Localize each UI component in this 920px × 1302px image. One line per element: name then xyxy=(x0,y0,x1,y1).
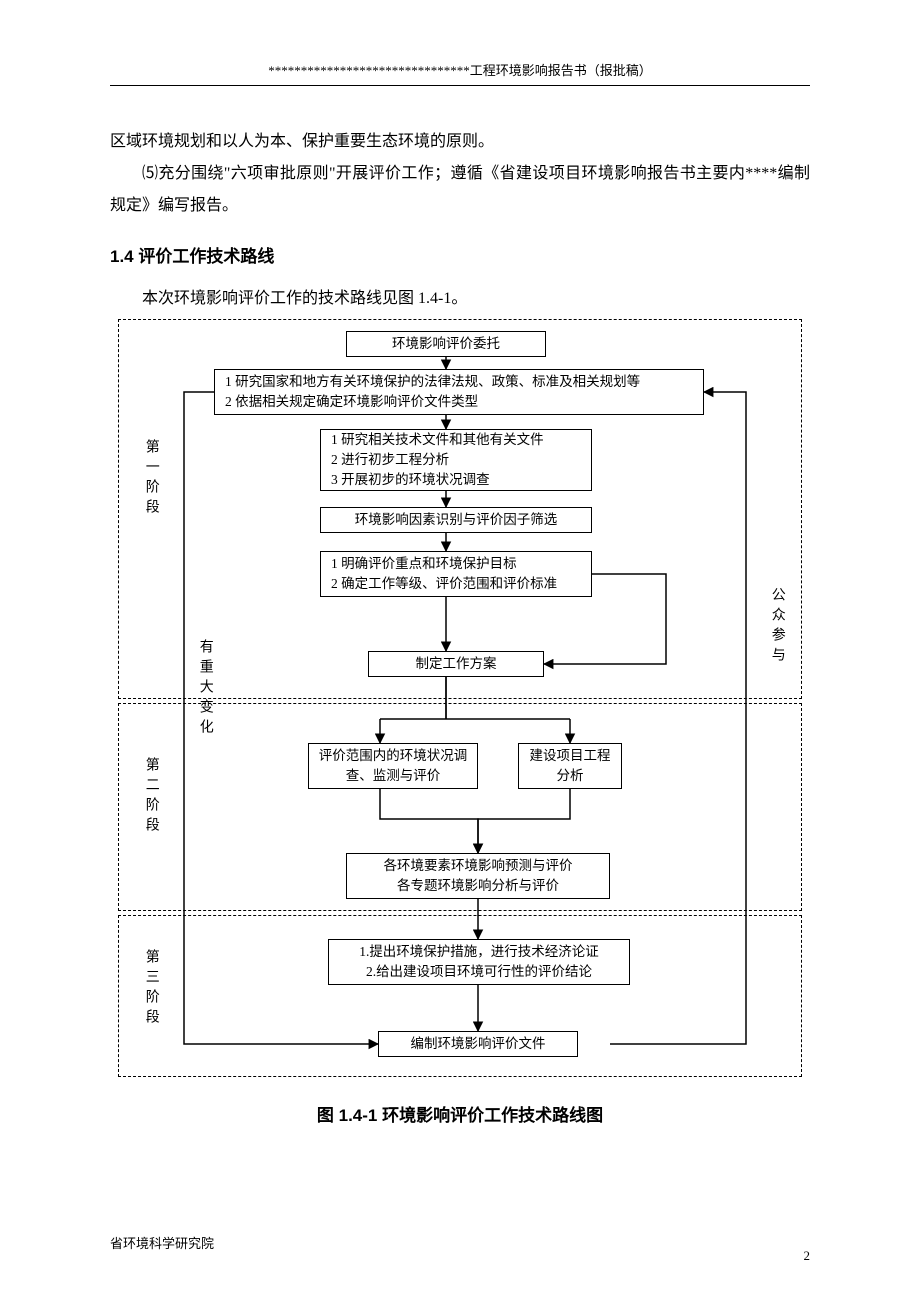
section-title: 1.4 评价工作技术路线 xyxy=(110,242,810,267)
footer-left: 省环境科学研究院 xyxy=(110,1233,214,1252)
page-container: *******************************工程环境影响报告书… xyxy=(0,0,920,1302)
flow-node-n9: 各环境要素环境影响预测与评价各专题环境影响分析与评价 xyxy=(346,853,610,899)
footer-page-number: 2 xyxy=(804,1248,811,1264)
flow-node-n2: 1 研究国家和地方有关环境保护的法律法规、政策、标准及相关规划等2 依据相关规定… xyxy=(214,369,704,415)
vlabel-s2: 第二阶段 xyxy=(142,757,159,837)
flow-node-n11: 编制环境影响评价文件 xyxy=(378,1031,578,1057)
flow-node-n8: 建设项目工程分析 xyxy=(518,743,622,789)
flow-node-n4: 环境影响因素识别与评价因子筛选 xyxy=(320,507,592,533)
flow-node-n1: 环境影响评价委托 xyxy=(346,331,546,357)
intro-line: 本次环境影响评价工作的技术路线见图 1.4-1。 xyxy=(110,283,810,315)
flow-node-n10: 1.提出环境保护措施，进行技术经济论证2.给出建设项目环境可行性的评价结论 xyxy=(328,939,630,985)
flow-node-n6: 制定工作方案 xyxy=(368,651,544,677)
flow-node-n7: 评价范围内的环境状况调查、监测与评价 xyxy=(308,743,478,789)
flow-node-n3: 1 研究相关技术文件和其他有关文件2 进行初步工程分析3 开展初步的环境状况调查 xyxy=(320,429,592,491)
page-header: *******************************工程环境影响报告书… xyxy=(110,60,810,86)
paragraph-1: 区域环境规划和以人为本、保护重要生态环境的原则。 xyxy=(110,126,810,158)
figure-caption: 图 1.4-1 环境影响评价工作技术路线图 xyxy=(110,1101,810,1126)
body-text-block: 区域环境规划和以人为本、保护重要生态环境的原则。 ⑸充分围绕"六项审批原则"开展… xyxy=(110,126,810,222)
vlabel-public: 公众参与 xyxy=(768,587,785,667)
vlabel-s1: 第一阶段 xyxy=(142,439,159,519)
vlabel-s3: 第三阶段 xyxy=(142,949,159,1029)
vlabel-change: 有重大变化 xyxy=(196,639,213,739)
flowchart-diagram: 环境影响评价委托 1 研究国家和地方有关环境保护的法律法规、政策、标准及相关规划等… xyxy=(110,319,810,1079)
header-text: *******************************工程环境影响报告书… xyxy=(268,63,652,78)
flow-node-n5: 1 明确评价重点和环境保护目标2 确定工作等级、评价范围和评价标准 xyxy=(320,551,592,597)
paragraph-2: ⑸充分围绕"六项审批原则"开展评价工作；遵循《省建设项目环境影响报告书主要内**… xyxy=(110,158,810,222)
